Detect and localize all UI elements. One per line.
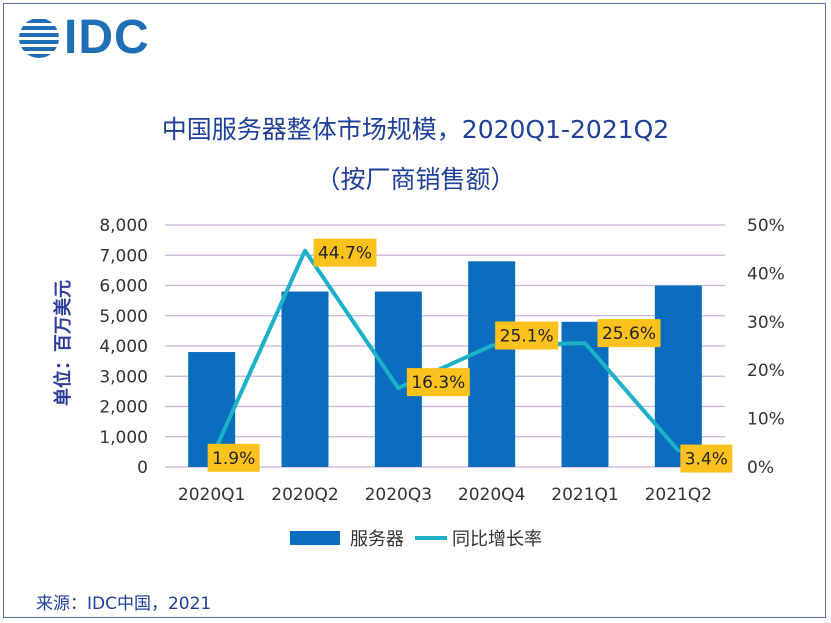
y-left-tick-label: 4,000: [99, 337, 148, 357]
bar: [468, 261, 516, 467]
x-tick-label: 2021Q1: [551, 485, 618, 505]
x-tick-label: 2020Q1: [178, 485, 245, 505]
data-label: 25.6%: [602, 324, 656, 344]
data-label: 3.4%: [685, 450, 728, 470]
data-label: 1.9%: [212, 449, 255, 469]
y-left-tick-label: 2,000: [99, 398, 148, 418]
legend-label-bar: 服务器: [350, 529, 404, 550]
x-tick-label: 2021Q2: [645, 485, 712, 505]
bar: [654, 285, 702, 467]
globe-icon: [19, 19, 59, 58]
y-left-tick-label: 1,000: [99, 428, 148, 448]
data-label-box: [313, 238, 377, 267]
y-left-tick-label: 3,000: [99, 367, 148, 387]
legend-swatch-bar: [290, 531, 340, 545]
y-left-tick-label: 0: [137, 458, 148, 478]
chart-subtitle: （按厂商销售额）: [315, 165, 516, 194]
data-label-box: [495, 321, 559, 350]
data-label-box: [207, 443, 260, 472]
x-tick-label: 2020Q2: [271, 485, 338, 505]
bar: [281, 291, 329, 467]
y-right-tick-label: 20%: [747, 361, 785, 381]
x-tick-label: 2020Q4: [458, 485, 525, 505]
data-label-box: [406, 368, 470, 397]
y-right-tick-label: 10%: [747, 410, 785, 430]
idc-logo: IDC: [18, 14, 150, 62]
growth-rate-line: [209, 248, 681, 460]
chart-title: 中国服务器整体市场规模，2020Q1-2021Q2: [161, 115, 670, 144]
y-left-tick-label: 8,000: [99, 216, 148, 236]
data-label-box: [597, 319, 661, 348]
y-left-tick-label: 6,000: [99, 277, 148, 297]
y-left-tick-label: 5,000: [99, 307, 148, 327]
y-right-tick-label: 30%: [747, 313, 785, 333]
data-label-box: [680, 444, 733, 473]
y-left-tick-label: 7,000: [99, 246, 148, 266]
y-right-tick-label: 0%: [747, 458, 774, 478]
source-note: 来源：IDC中国，2021: [36, 594, 212, 614]
legend-label-line: 同比增长率: [452, 529, 542, 550]
y-right-tick-label: 50%: [747, 216, 785, 236]
data-label: 44.7%: [318, 244, 372, 264]
data-label: 16.3%: [411, 373, 465, 393]
x-tick-label: 2020Q3: [365, 485, 432, 505]
logo-text: IDC: [64, 11, 150, 64]
y-right-tick-label: 40%: [747, 264, 785, 284]
data-label: 25.1%: [500, 327, 554, 347]
